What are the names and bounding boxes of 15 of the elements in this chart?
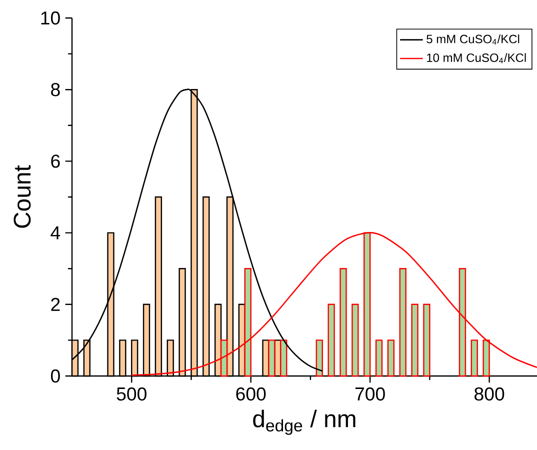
y-tick-label: 10: [41, 11, 60, 25]
line-series: [130, 232, 537, 376]
y-axis-title: Count: [14, 165, 31, 228]
x-tick-label: 500: [116, 387, 146, 401]
legend-label: 5 mM CuSO$_{4}$/KCl: [426, 34, 520, 45]
y-tick-label: 0: [50, 369, 60, 383]
y-tick-label: 4: [50, 226, 60, 240]
legend-label: 10 mM CuSO$_{4}$/KCl: [427, 53, 526, 64]
x-tick-label: 600: [236, 387, 266, 401]
x-axis-title: d$_{edge}$ / nm: [253, 410, 356, 435]
x-tick-label: 700: [355, 387, 385, 401]
x-tick-label: 800: [474, 387, 504, 401]
y-tick-label: 8: [51, 82, 60, 96]
y-tick-label: 6: [51, 154, 60, 168]
y-tick-label: 2: [51, 298, 60, 311]
